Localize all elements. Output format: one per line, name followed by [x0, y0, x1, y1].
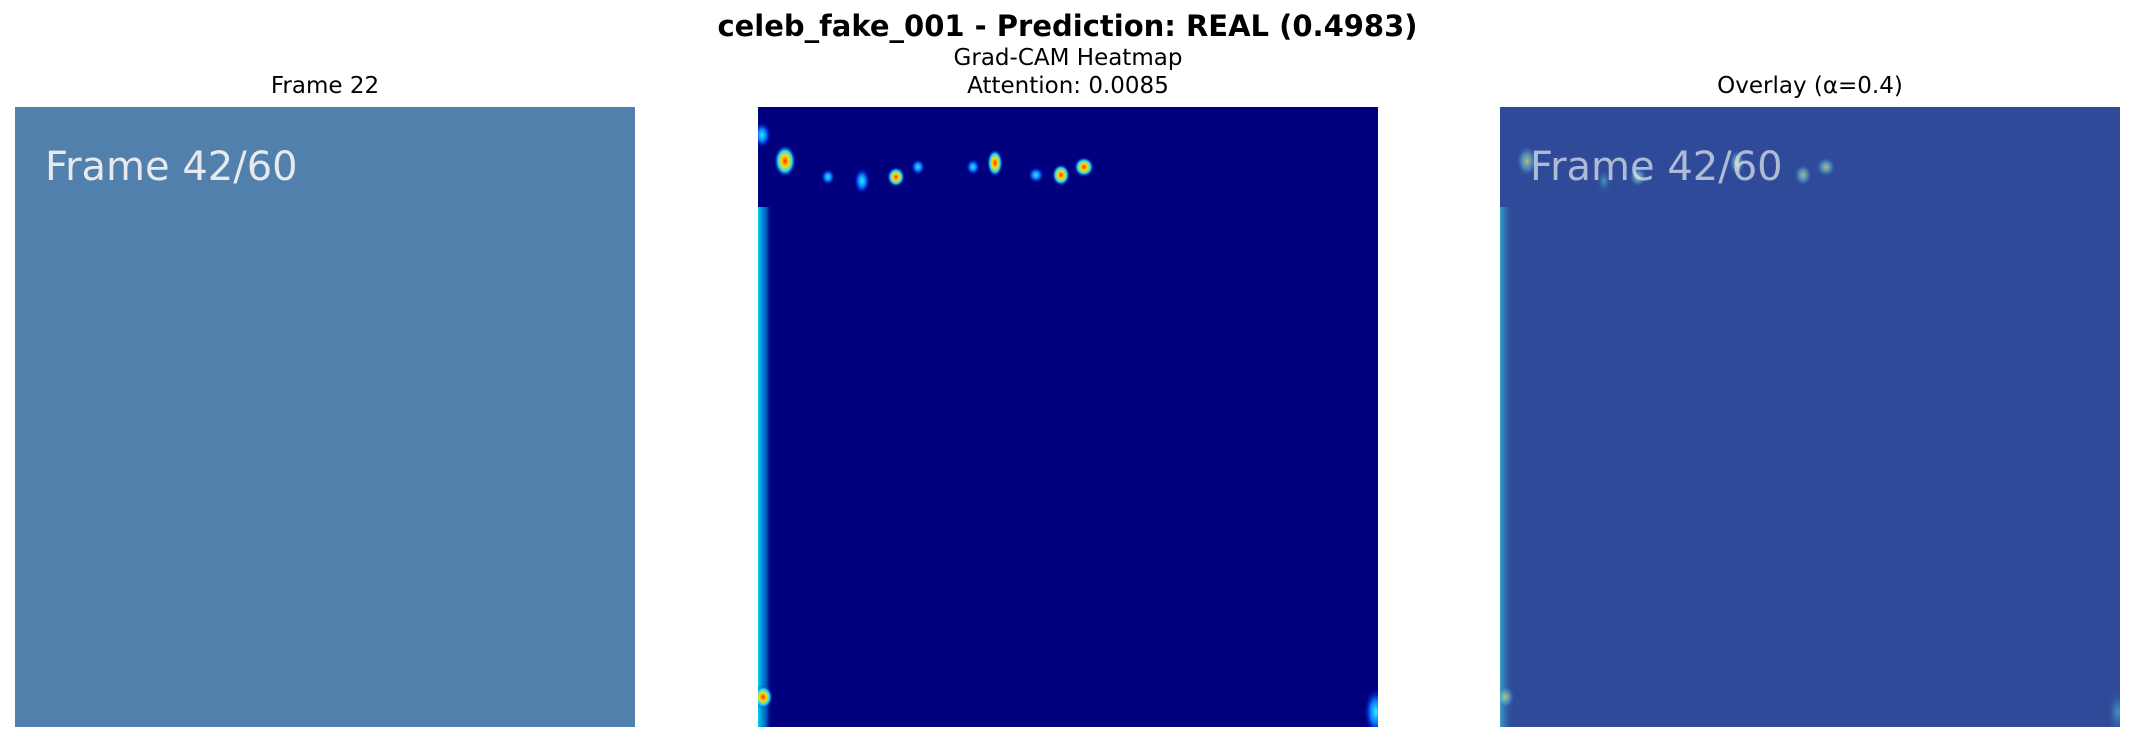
heatmap-spot	[774, 145, 796, 177]
heatmap-panel-title: Grad-CAM Heatmap	[953, 45, 1183, 71]
overlay-spot	[1516, 145, 1538, 177]
overlay-spot	[1500, 685, 1515, 709]
frame-background	[15, 107, 635, 727]
heatmap-attention-label: Attention: 0.0085	[967, 73, 1169, 99]
overlay-canvas: Frame 42/60	[1500, 107, 2120, 727]
heatmap-spot	[987, 149, 1003, 177]
frame-counter-text: Frame 42/60	[45, 144, 298, 190]
heatmap-spot	[758, 122, 771, 148]
overlay-panel-title: Overlay (α=0.4)	[1717, 73, 1903, 99]
overlay-spot	[1729, 149, 1745, 177]
frame-panel-title: Frame 22	[270, 73, 380, 99]
overlay-spot	[1596, 168, 1612, 194]
overlay-background	[1500, 107, 2120, 727]
frame-image-canvas: Frame 42/60	[15, 107, 635, 727]
heatmap-spot	[966, 159, 980, 175]
heatmap-spot	[911, 159, 925, 175]
heatmap-spot	[1074, 157, 1094, 177]
overlay-left-edge-band	[1500, 207, 1514, 727]
overlay-spot	[1816, 157, 1836, 177]
overlay-spot	[2106, 688, 2120, 727]
heatmap-spot	[1364, 688, 1378, 727]
heatmap-spot	[1028, 167, 1044, 183]
figure-title: celeb_fake_001 - Prediction: REAL (0.498…	[717, 9, 1418, 43]
heatmap-canvas	[758, 107, 1378, 727]
heatmap-spot	[854, 168, 870, 194]
overlay-spot	[1629, 167, 1647, 187]
frame-image: Frame 42/60	[15, 107, 635, 727]
heatmap-background	[758, 107, 1378, 727]
overlay-frame-counter-text: Frame 42/60	[1530, 144, 1783, 190]
overlay-image: Frame 42/60	[1500, 107, 2120, 727]
heatmap-spot	[821, 169, 835, 185]
heatmap-image	[758, 107, 1378, 727]
heatmap-spot	[1052, 164, 1070, 186]
overlay-spot	[1794, 164, 1812, 186]
heatmap-left-edge-band	[758, 207, 772, 727]
heatmap-spot	[758, 685, 773, 709]
heatmap-spot	[887, 167, 905, 187]
